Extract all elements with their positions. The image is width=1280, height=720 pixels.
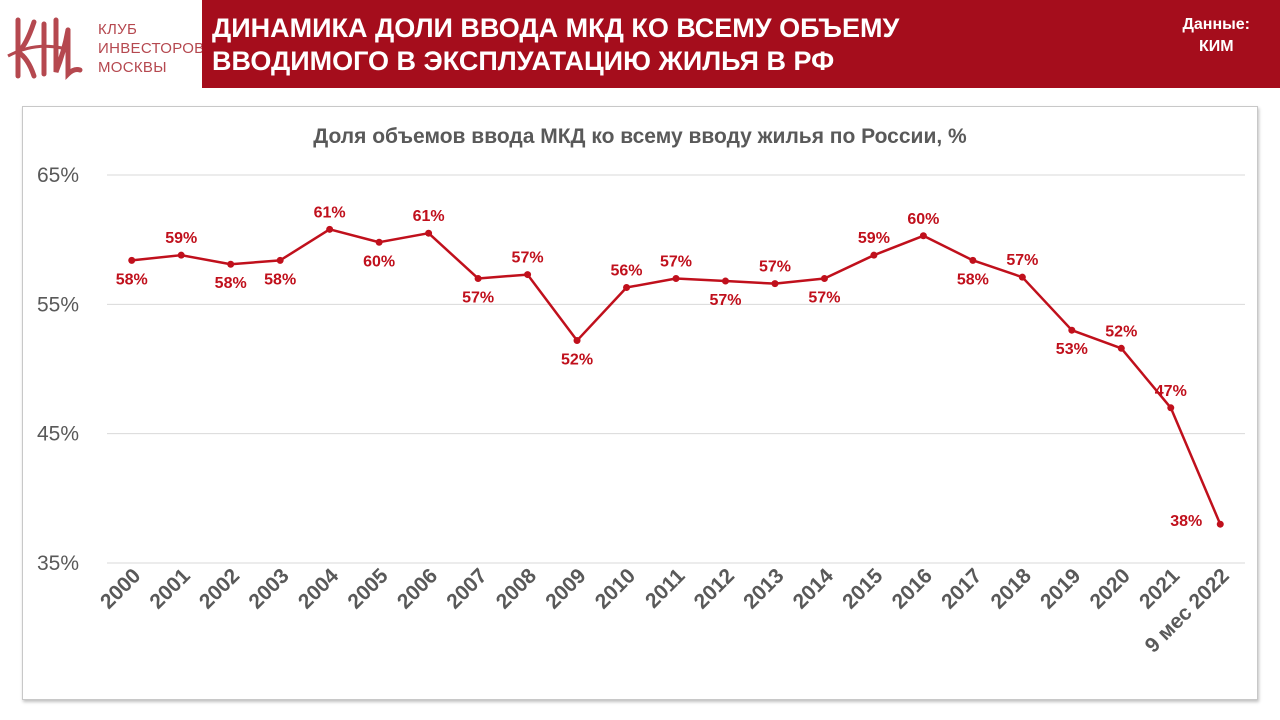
x-tick-label: 2007 (442, 564, 491, 613)
x-tick-label: 2009 (541, 564, 590, 613)
data-label: 60% (363, 253, 395, 270)
data-point (623, 284, 631, 292)
data-point (1216, 520, 1224, 528)
data-source-value: КИМ (1198, 38, 1234, 55)
data-label: 57% (759, 259, 791, 276)
data-point (820, 274, 828, 282)
x-tick-label: 2002 (195, 564, 244, 613)
page-title-line: ДИНАМИКА ДОЛИ ВВОДА МКД КО ВСЕМУ ОБЪЕМУ (212, 13, 900, 43)
data-label: 57% (512, 250, 544, 267)
kim-monogram-icon (7, 17, 83, 81)
data-point (919, 232, 927, 240)
data-point (721, 277, 729, 285)
x-tick-label: 2011 (641, 564, 690, 613)
data-point (1018, 273, 1026, 281)
data-label: 61% (314, 204, 346, 221)
data-point (375, 238, 383, 246)
data-point (474, 274, 482, 282)
brand-logo: КЛУБ ИНВЕСТОРОВ МОСКВЫ (0, 0, 204, 90)
data-label: 57% (462, 289, 494, 306)
data-label: 53% (1056, 341, 1088, 358)
page-title-line: ВВОДИМОГО В ЭКСПЛУАТАЦИЮ ЖИЛЬЯ В РФ (212, 46, 835, 76)
y-tick-label: 45% (37, 423, 79, 446)
data-point (128, 256, 136, 264)
header-banner: ДИНАМИКА ДОЛИ ВВОДА МКД КО ВСЕМУ ОБЪЕМУ … (202, 0, 1280, 88)
data-label: 57% (660, 253, 692, 270)
data-source-label: Данные: (1182, 16, 1250, 33)
x-tick-label: 2015 (838, 564, 888, 614)
data-point (1167, 404, 1175, 412)
data-point (524, 271, 532, 279)
data-label: 38% (1170, 513, 1202, 530)
x-tick-label: 2010 (591, 564, 640, 613)
x-tick-label: 2008 (492, 564, 542, 614)
x-tick-label: 2005 (343, 564, 393, 614)
data-label: 58% (116, 271, 148, 288)
data-point (672, 274, 680, 282)
data-point (870, 251, 878, 259)
x-tick-label: 2000 (96, 564, 145, 613)
data-label: 57% (1006, 252, 1038, 269)
data-label: 58% (957, 271, 989, 288)
data-label: 57% (709, 292, 741, 309)
data-point (573, 337, 581, 345)
data-point (969, 256, 977, 264)
x-tick-label: 2014 (789, 564, 839, 614)
data-label: 52% (561, 352, 593, 369)
brand-name: КЛУБ ИНВЕСТОРОВ МОСКВЫ (98, 20, 204, 77)
brand-line: МОСКВЫ (98, 59, 167, 76)
data-label: 59% (858, 230, 890, 247)
data-source-note: Данные: КИМ (1182, 14, 1250, 58)
data-point (177, 251, 185, 259)
data-point (326, 225, 334, 233)
x-tick-label: 2017 (937, 564, 986, 613)
data-point (227, 260, 235, 268)
x-tick-label: 2001 (145, 564, 195, 614)
chart-panel: Доля объемов ввода МКД ко всему вводу жи… (22, 106, 1258, 700)
data-point (1068, 326, 1076, 334)
brand-line: ИНВЕСТОРОВ (98, 40, 205, 57)
chart-title: Доля объемов ввода МКД ко всему вводу жи… (313, 125, 967, 148)
data-label: 60% (907, 211, 939, 228)
x-tick-label: 2004 (294, 564, 344, 614)
data-label: 57% (808, 289, 840, 306)
data-point (425, 229, 433, 237)
x-tick-label: 2020 (1086, 564, 1135, 613)
y-tick-label: 35% (37, 552, 79, 575)
x-tick-label: 2013 (739, 564, 788, 613)
x-tick-label: 2006 (393, 564, 442, 613)
data-label: 58% (215, 275, 247, 292)
x-tick-label: 2019 (1036, 564, 1085, 613)
page-title: ДИНАМИКА ДОЛИ ВВОДА МКД КО ВСЕМУ ОБЪЕМУ … (212, 12, 899, 78)
data-point (276, 256, 284, 264)
data-label: 59% (165, 230, 197, 247)
y-tick-label: 55% (37, 293, 79, 316)
x-tick-label: 2016 (888, 564, 937, 613)
data-point (1117, 344, 1125, 352)
data-label: 52% (1105, 323, 1137, 340)
data-label: 61% (413, 208, 445, 225)
y-tick-label: 65% (37, 164, 79, 187)
data-label: 58% (264, 271, 296, 288)
x-tick-label: 2003 (244, 564, 293, 613)
x-tick-label: 2012 (690, 564, 739, 613)
data-point (771, 280, 779, 288)
data-label: 56% (611, 263, 643, 280)
line-chart: Доля объемов ввода МКД ко всему вводу жи… (37, 125, 1245, 657)
data-label: 47% (1155, 383, 1187, 400)
brand-line: КЛУБ (98, 21, 138, 38)
x-tick-label: 2018 (987, 564, 1037, 614)
